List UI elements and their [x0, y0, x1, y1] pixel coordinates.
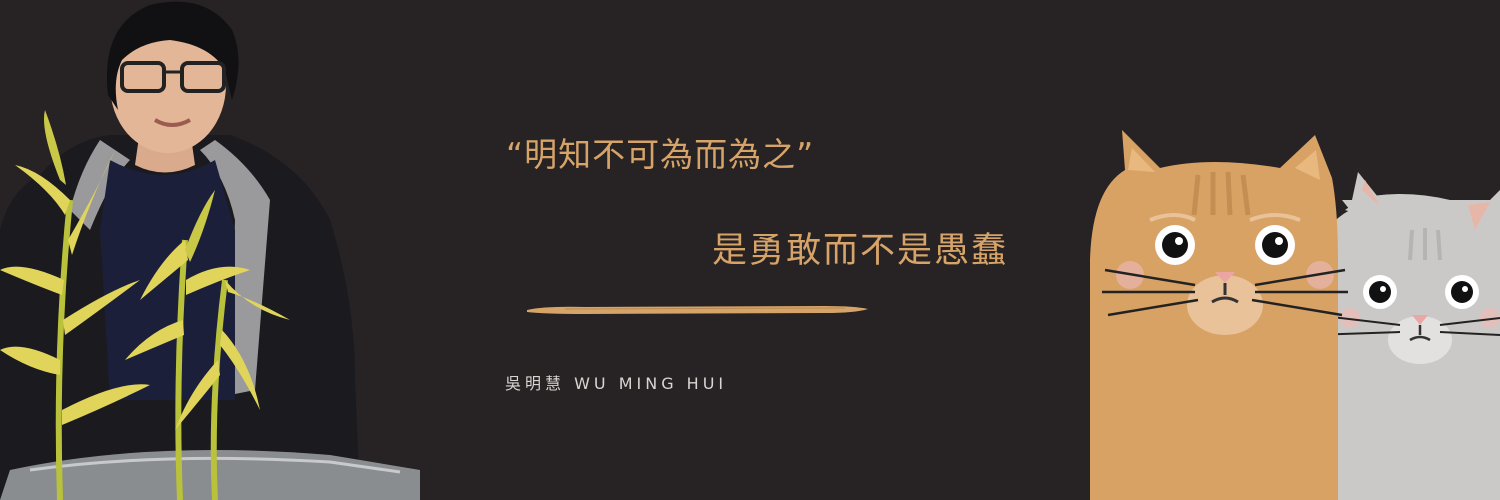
quote-line-1: “明知不可為而為之”	[506, 135, 815, 174]
person-with-plant-photo	[0, 1, 420, 500]
gray-cat-icon	[1310, 172, 1500, 500]
quote-line-2: 是勇敢而不是愚蠢	[712, 231, 1009, 271]
author-name: 吳明慧 WU MING HUI	[505, 374, 728, 393]
orange-cat-icon	[1090, 130, 1348, 500]
brush-stroke-divider	[527, 306, 868, 314]
two-cats-illustration	[1090, 130, 1500, 500]
